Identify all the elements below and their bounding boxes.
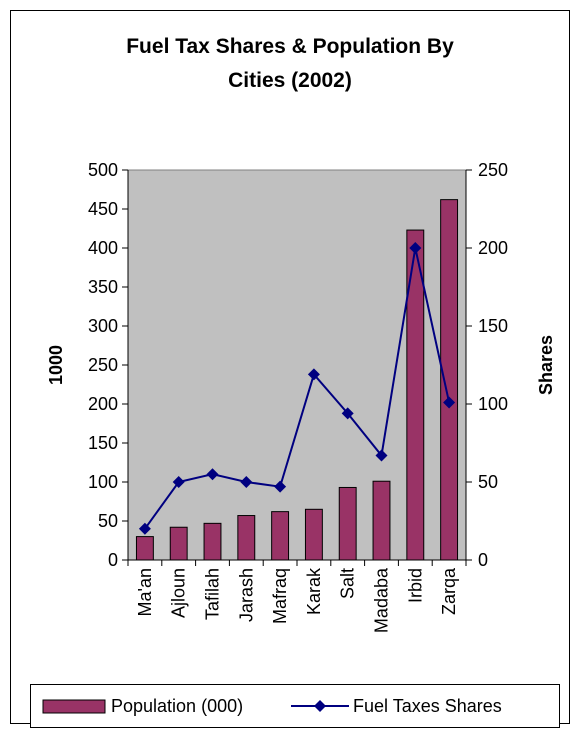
y-tick-label: 150	[88, 433, 118, 453]
y2-tick-label: 150	[478, 316, 508, 336]
legend-marker-fuel-shares	[314, 700, 326, 712]
fuel-shares-point-karak	[307, 368, 320, 381]
y-tick-label: 400	[88, 238, 118, 258]
y-axis-title: 1000	[46, 345, 66, 385]
x-tick-label: Irbid	[405, 568, 425, 603]
bar-ajloun	[169, 526, 188, 561]
y-tick-label: 450	[88, 199, 118, 219]
bar-salt	[338, 486, 357, 561]
bar-maan	[135, 536, 154, 561]
fuel-shares-point-zarqa	[443, 396, 456, 409]
y-tick-label: 50	[98, 511, 118, 531]
chart-svg: 0 50 100 150 200 250 300 350 400 450 500 0 50 100 150 2…	[46, 160, 556, 633]
legend: Population (000) Fuel Taxes Shares	[30, 684, 560, 728]
fuel-shares-point-irbid	[409, 242, 422, 254]
y-tick-label: 300	[88, 316, 118, 336]
y2-tick-label: 0	[478, 550, 488, 570]
x-tick-label: Ma'an	[135, 568, 155, 616]
fuel-shares-line	[144, 247, 451, 530]
chart-title-line-1: Fuel Tax Shares & Population By	[126, 35, 454, 58]
bar-mafraq	[271, 511, 290, 561]
y2-axis-title: Shares	[536, 335, 556, 395]
x-tick-label: Jarash	[236, 568, 256, 622]
x-tick-label: Madaba	[372, 567, 392, 633]
legend-swatch-population	[42, 699, 106, 714]
bar-tafilah	[203, 522, 222, 561]
chart-title: Fuel Tax Shares & Population By Cities (…	[10, 30, 570, 98]
legend-label-population: Population (000)	[111, 696, 243, 716]
x-tick-label: Tafilah	[203, 568, 223, 620]
x-tick-label: Zarqa	[439, 567, 459, 615]
legend-label-fuel-shares: Fuel Taxes Shares	[353, 696, 502, 716]
x-tick-label: Mafraq	[270, 568, 290, 624]
chart-title-line-2: Cities (2002)	[228, 69, 352, 92]
y-tick-label: 200	[88, 394, 118, 414]
y-tick-label: 250	[88, 355, 118, 375]
x-tick-label: Ajloun	[169, 568, 189, 618]
fuel-shares-point-maan	[138, 522, 151, 535]
x-tick-label: Salt	[338, 568, 358, 599]
fuel-shares-point-madaba	[375, 449, 388, 462]
y2-tick-label: 250	[478, 160, 508, 180]
y-tick-label: 100	[88, 472, 118, 492]
y2-tick-label: 50	[478, 472, 498, 492]
y2-tick-label: 100	[478, 394, 508, 414]
fuel-shares-point-jarash	[240, 476, 253, 488]
y-tick-label: 500	[88, 160, 118, 180]
fuel-shares-point-mafraq	[274, 480, 287, 493]
fuel-shares-point-salt	[341, 407, 354, 420]
bar-madaba	[372, 480, 391, 561]
x-tick-label: Karak	[304, 567, 324, 615]
fuel-shares-point-tafilah	[206, 468, 219, 481]
y-tick-label: 350	[88, 277, 118, 297]
y-tick-label: 0	[108, 550, 118, 570]
y2-tick-label: 200	[478, 238, 508, 258]
fuel-shares-point-ajloun	[172, 476, 185, 488]
bar-karak	[304, 508, 323, 561]
bar-jarash	[237, 515, 256, 561]
